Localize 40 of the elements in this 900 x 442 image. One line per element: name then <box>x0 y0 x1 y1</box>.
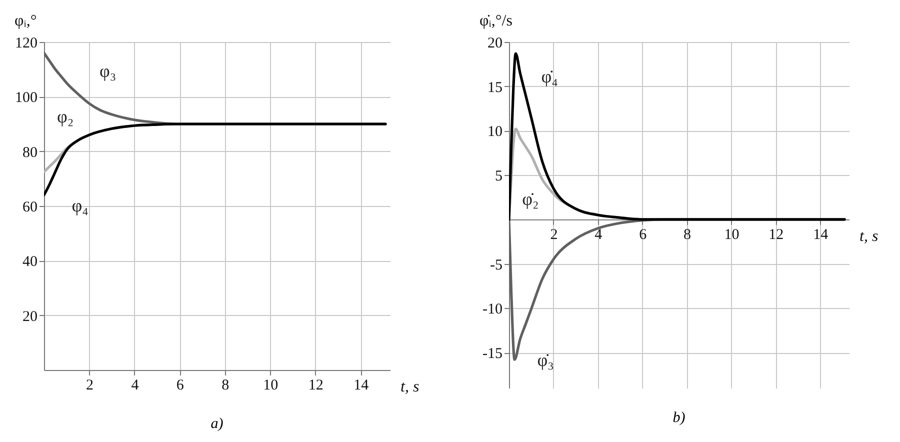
x-tick-label: 4 <box>594 226 603 243</box>
y-tick-label: -5 <box>490 257 502 274</box>
x-tick-label: 6 <box>639 226 648 243</box>
x-axis-title: t, s <box>400 378 420 396</box>
x-tick-label: 6 <box>176 378 184 394</box>
annotation: φ₄ <box>72 196 88 216</box>
annotation: φ̇₂ <box>522 188 539 209</box>
y-tick-label: 20 <box>488 36 502 52</box>
x-tick-label: 10 <box>724 226 740 243</box>
y-tick-label: -10 <box>482 302 502 318</box>
x-tick-label: 10 <box>263 378 278 394</box>
annotation: φ̇₃ <box>537 350 554 370</box>
x-tick-label: 2 <box>550 226 558 243</box>
y-tick-label: 5 <box>495 168 502 185</box>
y-tick-label: 40 <box>22 254 38 270</box>
x-tick-label: 8 <box>222 378 230 394</box>
line-series <box>509 52 846 221</box>
annotation: φ₃ <box>99 61 116 82</box>
annotation: φ̇₄ <box>541 66 558 86</box>
y-tick-label: 10 <box>488 124 502 140</box>
y-tick-label: 120 <box>15 36 38 52</box>
y-tick-label: 15 <box>488 80 502 96</box>
annotation: φ₂ <box>57 106 74 127</box>
x-tick-label: 12 <box>768 226 784 243</box>
y-tick-label: 80 <box>22 144 38 161</box>
text: b) <box>672 410 686 426</box>
text: a) <box>210 416 224 432</box>
x-tick-label: 2 <box>86 378 94 394</box>
y-tick-label: -15 <box>482 346 502 362</box>
x-tick-label: 14 <box>354 378 370 394</box>
x-tick-label: 14 <box>813 226 829 243</box>
y-tick-label: 60 <box>22 200 38 216</box>
y-tick-label: 20 <box>22 308 38 325</box>
x-tick-label: 8 <box>684 226 692 243</box>
y-axis-title: φᵢ,° <box>14 12 37 30</box>
x-tick-label: 12 <box>308 378 324 394</box>
y-axis-title: φ̇ᵢ,°/s <box>480 12 512 30</box>
x-axis-title: t, s <box>860 228 878 245</box>
x-tick-label: 4 <box>131 378 140 394</box>
y-tick-label: 100 <box>15 90 38 106</box>
